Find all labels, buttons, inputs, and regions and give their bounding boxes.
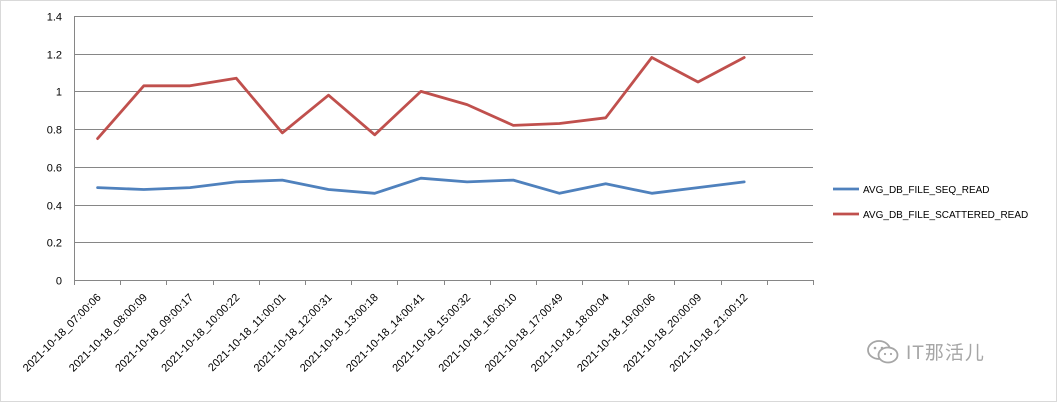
- y-tick-label: 0.4: [47, 201, 62, 213]
- legend-label: AVG_DB_FILE_SCATTERED_READ: [863, 210, 1028, 221]
- watermark-text: IT那活儿: [906, 343, 985, 364]
- x-tick-label: 2021-10-18_14:00:41: [344, 292, 427, 375]
- wechat-icon: [867, 339, 899, 363]
- x-tick-label: 2021-10-18_19:00:06: [575, 292, 658, 375]
- series-line-2: [96, 56, 746, 141]
- legend-label: AVG_DB_FILE_SEQ_READ: [863, 185, 990, 196]
- y-tick-label: 0.2: [47, 238, 62, 250]
- x-tick-label: 2021-10-18_13:00:18: [298, 292, 381, 375]
- x-tick-label: 2021-10-18_08:00:09: [67, 292, 150, 375]
- x-tick-label: 2021-10-18_10:00:22: [159, 292, 242, 375]
- x-tick-label: 2021-10-18_21:00:12: [667, 292, 750, 375]
- x-tick-label: 2021-10-18_07:00:06: [21, 292, 104, 375]
- y-tick-label: 0.6: [47, 163, 62, 175]
- y-tick-label: 1.2: [47, 50, 62, 62]
- x-tick-label: 2021-10-18_20:00:09: [621, 292, 704, 375]
- x-tick-label: 2021-10-18_16:00:10: [437, 292, 520, 375]
- watermark: IT那活儿: [866, 338, 985, 365]
- series-line-1: [96, 176, 746, 195]
- y-tick-label: 0: [56, 276, 62, 288]
- y-tick-label: 0.8: [47, 125, 62, 137]
- x-tick-label: 2021-10-18_09:00:17: [113, 292, 196, 375]
- y-tick-label: 1: [56, 87, 62, 99]
- x-tick-label: 2021-10-18_17:00:49: [483, 292, 566, 375]
- y-tick-label: 1.4: [47, 12, 62, 24]
- x-tick-label: 2021-10-18_15:00:32: [390, 292, 473, 375]
- x-tick-label: 2021-10-18_12:00:31: [252, 292, 335, 375]
- x-tick-label: 2021-10-18_18:00:04: [529, 292, 612, 375]
- x-tick-label: 2021-10-18_11:00:01: [206, 292, 288, 374]
